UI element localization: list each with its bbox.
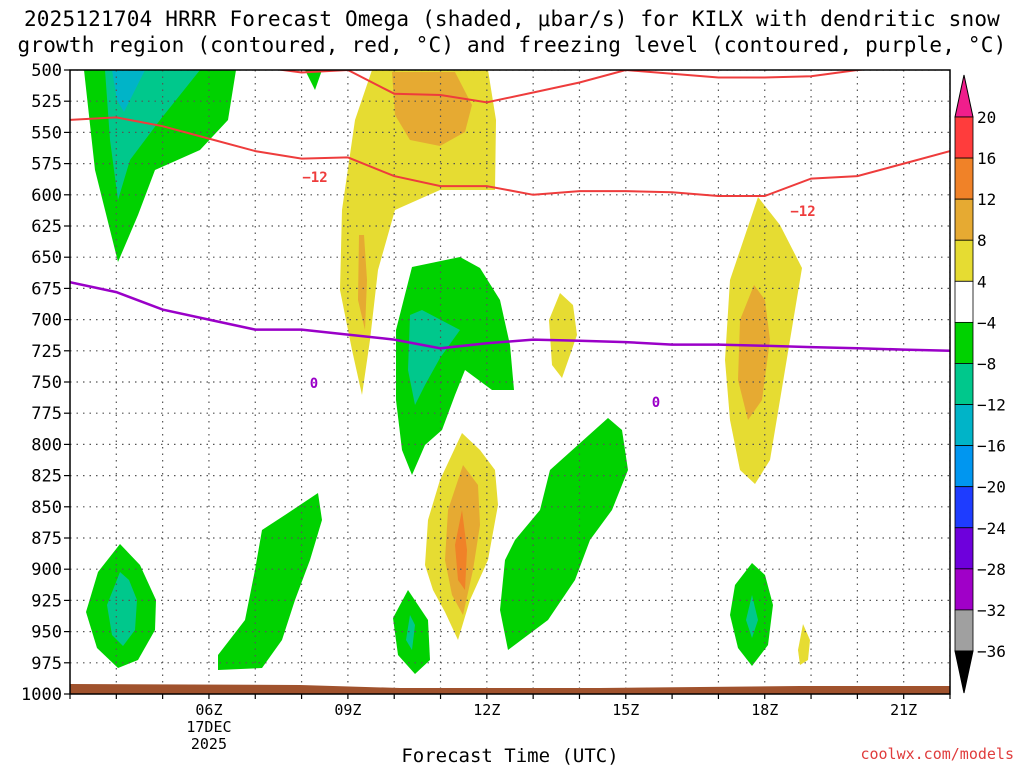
y-tick-label-725: 725 bbox=[31, 342, 62, 362]
omega-neg8-small-2 bbox=[746, 595, 758, 638]
x-tick-label-15Z: 15Z bbox=[612, 701, 639, 719]
colorbar-top-arrow bbox=[954, 74, 974, 118]
omega-pos8-central bbox=[392, 72, 472, 146]
colorbar-swatch-0 bbox=[954, 116, 974, 159]
y-tick-label-525: 525 bbox=[31, 92, 62, 112]
freezing-level-contour bbox=[70, 280, 950, 353]
omega-neg8-small-1 bbox=[406, 615, 415, 650]
omega-neg8-bottom-left bbox=[107, 572, 137, 646]
grid-lines bbox=[70, 70, 950, 694]
colorbar-swatch-4 bbox=[954, 280, 974, 323]
y-tick-label-700: 700 bbox=[31, 311, 62, 331]
omega-neg-lower bbox=[500, 418, 628, 650]
colorbar-swatch-6 bbox=[954, 363, 974, 405]
colorbar-swatch-12 bbox=[954, 609, 974, 652]
dgz-contour-upper bbox=[275, 70, 870, 104]
colorbar-label-13: −36 bbox=[977, 642, 1006, 661]
colorbar-label-2: 12 bbox=[977, 190, 996, 209]
y-tick-label-675: 675 bbox=[31, 279, 62, 299]
colorbar-label-11: −28 bbox=[977, 560, 1006, 579]
y-tick-label-950: 950 bbox=[31, 623, 62, 643]
colorbar-label-1: 16 bbox=[977, 149, 996, 168]
colorbar-label-0: 20 bbox=[977, 108, 996, 127]
y-tick-label-975: 975 bbox=[31, 654, 62, 674]
frz-label-1: 0 bbox=[310, 376, 318, 392]
y-tick-label-550: 550 bbox=[31, 123, 62, 143]
dgz-label-2: −12 bbox=[790, 204, 815, 220]
y-tick-label-900: 900 bbox=[31, 560, 62, 580]
y-tick-label-650: 650 bbox=[31, 248, 62, 268]
x-axis-label: Forecast Time (UTC) bbox=[401, 745, 619, 767]
omega-neg12-upper-left bbox=[112, 70, 145, 112]
title-line-2: growth region (contoured, red, °C) and f… bbox=[17, 33, 1007, 57]
x-tick-label-06Z: 06Z bbox=[195, 701, 222, 719]
title-line-1: 2025121704 HRRR Forecast Omega (shaded, … bbox=[23, 7, 1001, 31]
omega-neg-top-small bbox=[305, 70, 322, 90]
omega-shading bbox=[84, 70, 810, 674]
omega-pos8-right bbox=[738, 285, 770, 420]
colorbar-label-9: −20 bbox=[977, 478, 1006, 497]
colorbar-label-7: −12 bbox=[977, 396, 1006, 415]
y-tick-label-750: 750 bbox=[31, 373, 62, 393]
omega-neg-central bbox=[396, 257, 514, 475]
colorbar-label-3: 8 bbox=[977, 231, 987, 250]
colorbar-bottom-arrow bbox=[954, 650, 974, 694]
y-tick-label-1000: 1000 bbox=[21, 685, 62, 705]
colorbar-label-10: −24 bbox=[977, 519, 1006, 538]
y-tick-label-875: 875 bbox=[31, 529, 62, 549]
contour-labels: −12 −12 0 0 bbox=[298, 168, 820, 411]
y-tick-label-575: 575 bbox=[31, 155, 62, 175]
x-tick-label-09Z: 09Z bbox=[334, 701, 361, 719]
colorbar-label-5: −4 bbox=[977, 313, 996, 332]
dgz-label-1: −12 bbox=[302, 170, 327, 186]
omega-neg-lower-left bbox=[218, 493, 322, 670]
colorbar-swatch-11 bbox=[954, 568, 974, 611]
dgz-contour-lower bbox=[70, 116, 950, 197]
y-tick-label-800: 800 bbox=[31, 435, 62, 455]
y-tick-label-500: 500 bbox=[31, 61, 62, 81]
terrain-strip bbox=[70, 684, 950, 694]
y-tick-label-625: 625 bbox=[31, 217, 62, 237]
omega-pos8-sliver bbox=[358, 235, 367, 330]
x-date-label-1: 2025 bbox=[191, 735, 227, 753]
chart-title: 2025121704 HRRR Forecast Omega (shaded, … bbox=[0, 6, 1024, 58]
y-tick-label-600: 600 bbox=[31, 186, 62, 206]
colorbar-label-12: −32 bbox=[977, 601, 1006, 620]
x-tick-label-21Z: 21Z bbox=[890, 701, 917, 719]
y-tick-label-775: 775 bbox=[31, 404, 62, 424]
colorbar-swatch-9 bbox=[954, 486, 974, 529]
colorbar-swatch-10 bbox=[954, 527, 974, 570]
y-axis: 500 525 550 575 600 625 650 675 700 725 750 775 800 8… bbox=[21, 61, 70, 705]
omega-neg8-central bbox=[408, 310, 460, 405]
colorbar-swatch-2 bbox=[954, 198, 974, 241]
omega-pos12-lower bbox=[455, 510, 467, 590]
x-date-label-0: 17DEC bbox=[186, 718, 231, 736]
x-tick-label-18Z: 18Z bbox=[751, 701, 778, 719]
colorbar-label-4: 4 bbox=[977, 272, 987, 291]
colorbar-swatch-8 bbox=[954, 445, 974, 488]
frz-label-2: 0 bbox=[652, 395, 660, 411]
colorbar-swatch-7 bbox=[954, 404, 974, 447]
y-tick-label-825: 825 bbox=[31, 467, 62, 487]
omega-pos-small bbox=[549, 293, 577, 378]
y-tick-label-925: 925 bbox=[31, 591, 62, 611]
omega-pos-tiny bbox=[798, 624, 810, 665]
colorbar-swatch-1 bbox=[954, 157, 974, 200]
colorbar-swatch-5 bbox=[954, 321, 974, 364]
colorbar: 20 16 12 8 4 −4 −8 −12 −16 −20 −24 −28 −32 −36 bbox=[954, 74, 1006, 694]
y-tick-label-850: 850 bbox=[31, 498, 62, 518]
omega-pos-central bbox=[340, 70, 496, 395]
colorbar-swatch-3 bbox=[954, 239, 974, 282]
x-tick-label-12Z: 12Z bbox=[473, 701, 500, 719]
colorbar-label-6: −8 bbox=[977, 354, 996, 373]
colorbar-label-8: −16 bbox=[977, 437, 1006, 456]
credit-text: coolwx.com/models bbox=[860, 745, 1014, 763]
